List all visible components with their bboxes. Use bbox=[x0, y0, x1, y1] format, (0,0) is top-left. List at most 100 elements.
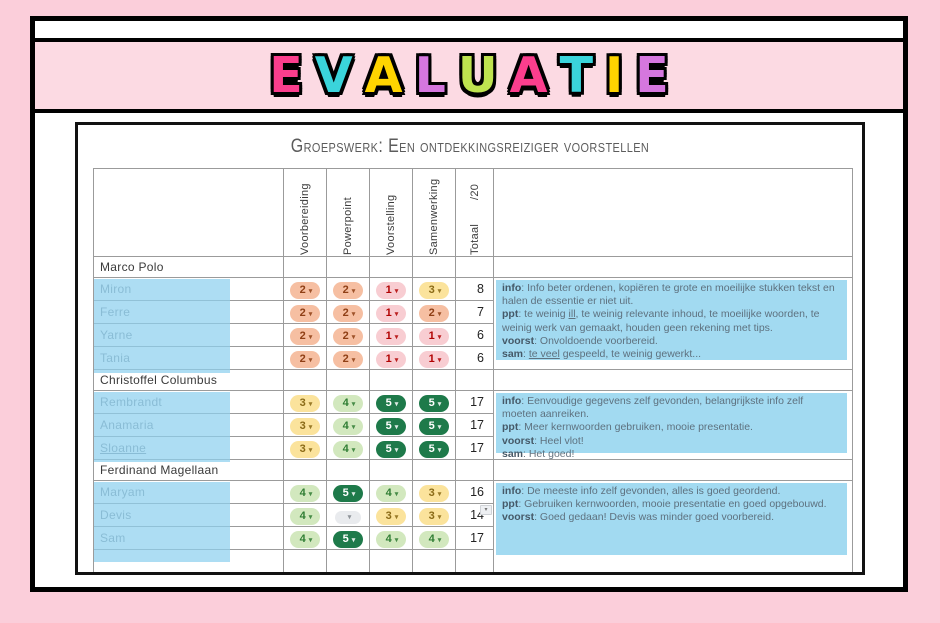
score-chip[interactable]: 2 ▾ bbox=[290, 304, 320, 322]
chevron-down-icon: ▾ bbox=[394, 536, 399, 544]
score-chip[interactable]: 5 ▾ bbox=[419, 394, 449, 412]
total-cell: 17 bbox=[455, 436, 494, 460]
score-chip[interactable]: 2 ▾ bbox=[333, 350, 363, 368]
student-row: Rembrandt 3▾ 4▾ 5▾ 5▾ 17 info: Eenvoudig… bbox=[93, 390, 853, 462]
score-chip[interactable]: 4 ▾ bbox=[333, 440, 363, 458]
chevron-down-icon: ▾ bbox=[351, 333, 356, 341]
chevron-down-icon: ▾ bbox=[351, 287, 356, 295]
total-cell: 17 bbox=[455, 390, 494, 414]
comments-cell: info: Info beter ordenen, kopiëren te gr… bbox=[493, 277, 853, 370]
score-chip[interactable]: 5 ▾ bbox=[333, 484, 363, 502]
total-cell: 14 ▾ bbox=[455, 503, 494, 527]
column-header-voorstelling: Voorstelling bbox=[369, 168, 413, 257]
column-header-voorbereiding: Voorbereiding bbox=[283, 168, 327, 257]
comment-line: info: Info beter ordenen, kopiëren te gr… bbox=[502, 282, 835, 308]
score-chip[interactable]: 3 ▾ bbox=[419, 484, 449, 502]
content-area: Groepswerk: Een ontdekkingsreiziger voor… bbox=[35, 113, 903, 578]
score-chip[interactable]: 1 ▾ bbox=[419, 350, 449, 368]
score-chip[interactable]: 1 ▾ bbox=[376, 327, 406, 345]
score-chip[interactable]: 4 ▾ bbox=[419, 530, 449, 548]
score-chip[interactable]: 4 ▾ bbox=[290, 484, 320, 502]
score-chip[interactable]: 5 ▾ bbox=[376, 417, 406, 435]
comment-line: voorst: Onvoldoende voorbereid. bbox=[502, 334, 658, 347]
total-cell: 7 bbox=[455, 300, 494, 324]
chevron-down-icon: ▾ bbox=[394, 423, 399, 431]
chevron-down-icon: ▾ bbox=[308, 446, 313, 454]
total-cell: 6 bbox=[455, 346, 494, 370]
name-column-header bbox=[93, 168, 284, 257]
evaluation-table: Voorbereiding Powerpoint Voorstelling Sa… bbox=[93, 168, 853, 572]
group-header-row: Ferdinand Magellaan bbox=[93, 459, 853, 481]
cell-dropdown-marker[interactable]: ▾ bbox=[480, 505, 492, 515]
score-chip[interactable]: 2 ▾ bbox=[290, 281, 320, 299]
score-chip[interactable]: 2 ▾ bbox=[333, 304, 363, 322]
score-chip[interactable]: 5 ▾ bbox=[333, 530, 363, 548]
score-chip[interactable]: 3 ▾ bbox=[290, 417, 320, 435]
score-chip[interactable]: 3 ▾ bbox=[419, 507, 449, 525]
score-chip[interactable]: 2 ▾ bbox=[333, 327, 363, 345]
score-chip[interactable]: 4 ▾ bbox=[290, 507, 320, 525]
score-chip[interactable]: 1 ▾ bbox=[419, 327, 449, 345]
total-cell: 16 bbox=[455, 480, 494, 504]
score-chip[interactable]: 5 ▾ bbox=[376, 394, 406, 412]
score-chip[interactable]: 5 ▾ bbox=[419, 440, 449, 458]
score-chip[interactable]: 3 ▾ bbox=[290, 394, 320, 412]
chevron-down-icon: ▾ bbox=[351, 356, 356, 364]
group-name: Ferdinand Magellaan bbox=[93, 459, 284, 481]
comment-line: voorst: Heel vlot! bbox=[502, 434, 584, 447]
chevron-down-icon: ▾ bbox=[437, 423, 442, 431]
name-redaction-overlay bbox=[94, 279, 230, 373]
name-redaction-overlay bbox=[94, 392, 230, 462]
score-chip[interactable]: 3 ▾ bbox=[376, 507, 406, 525]
score-chip[interactable]: 1 ▾ bbox=[376, 281, 406, 299]
score-chip[interactable]: 5 ▾ bbox=[419, 417, 449, 435]
score-chip[interactable]: 4 ▾ bbox=[376, 484, 406, 502]
score-chip[interactable]: 3 ▾ bbox=[290, 440, 320, 458]
total-cell: 17 bbox=[455, 526, 494, 550]
chevron-down-icon: ▾ bbox=[351, 446, 356, 454]
score-chip[interactable]: 4 ▾ bbox=[290, 530, 320, 548]
score-chip[interactable]: 2 ▾ bbox=[290, 327, 320, 345]
chevron-down-icon: ▾ bbox=[437, 356, 442, 364]
chevron-down-icon: ▾ bbox=[394, 333, 399, 341]
student-name-cell: Maryam bbox=[93, 480, 284, 562]
chevron-down-icon: ▾ bbox=[394, 310, 399, 318]
score-chip[interactable]: 1 ▾ bbox=[376, 350, 406, 368]
chevron-down-icon: ▾ bbox=[347, 514, 352, 521]
comment-line: sam: te veel gespeeld, te weinig gewerkt… bbox=[502, 348, 702, 361]
comments-column-header bbox=[493, 168, 853, 257]
comment-line: info: Eenvoudige gegevens zelf gevonden,… bbox=[502, 395, 804, 421]
column-header-totaal: Totaal/20 bbox=[455, 168, 494, 257]
score-chip[interactable]: 3 ▾ bbox=[419, 281, 449, 299]
title-letter: T bbox=[559, 47, 594, 104]
group-header-row: Marco Polo bbox=[93, 256, 853, 278]
chevron-down-icon: ▾ bbox=[308, 513, 313, 521]
total-cell: 17 bbox=[455, 413, 494, 437]
chevron-down-icon: ▾ bbox=[437, 490, 442, 498]
score-chip[interactable]: 4 ▾ bbox=[376, 530, 406, 548]
score-chip[interactable]: 1 ▾ bbox=[376, 304, 406, 322]
score-chip[interactable]: 2 ▾ bbox=[419, 304, 449, 322]
score-chip[interactable]: 2 ▾ bbox=[290, 350, 320, 368]
chevron-down-icon: ▾ bbox=[351, 536, 356, 544]
chevron-down-icon: ▾ bbox=[437, 446, 442, 454]
score-chip[interactable]: 4 ▾ bbox=[333, 417, 363, 435]
column-header-samenwerking: Samenwerking bbox=[412, 168, 456, 257]
comments-cell: info: Eenvoudige gegevens zelf gevonden,… bbox=[493, 390, 853, 460]
score-chip[interactable]: 2 ▾ bbox=[333, 281, 363, 299]
student-name-cell: Rembrandt bbox=[93, 390, 284, 462]
score-chip[interactable]: 5 ▾ bbox=[376, 440, 406, 458]
group-name: Marco Polo bbox=[93, 256, 284, 278]
comment-line: voorst: Goed gedaan! Devis was minder go… bbox=[502, 511, 774, 524]
comment-redaction-overlay: info: Eenvoudige gegevens zelf gevonden,… bbox=[496, 393, 847, 460]
title-letter: A bbox=[509, 47, 548, 104]
top-strip bbox=[35, 21, 903, 42]
score-chip[interactable]: 4 ▾ bbox=[333, 394, 363, 412]
score-chip-empty[interactable]: ▾ bbox=[335, 511, 361, 524]
chevron-down-icon: ▾ bbox=[394, 400, 399, 408]
chevron-down-icon: ▾ bbox=[308, 333, 313, 341]
chevron-down-icon: ▾ bbox=[308, 287, 313, 295]
chevron-down-icon: ▾ bbox=[394, 490, 399, 498]
chevron-down-icon: ▾ bbox=[351, 400, 356, 408]
